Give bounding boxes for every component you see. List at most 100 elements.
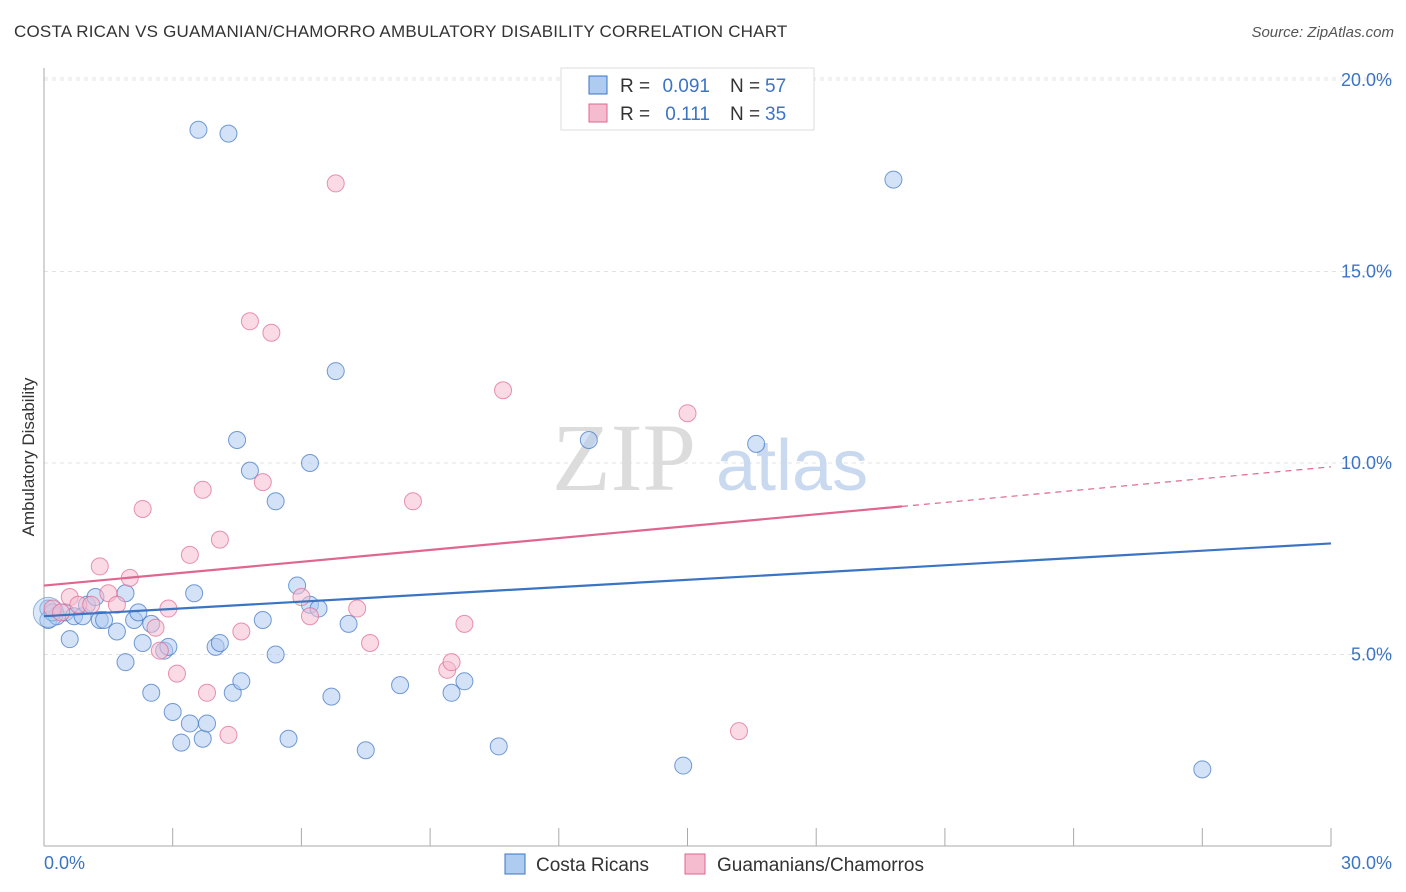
costa-ricans-point-17 bbox=[142, 683, 161, 702]
legend-r-label-pink: R = bbox=[620, 104, 650, 125]
costa-ricans-point-12 bbox=[116, 653, 135, 672]
guamanians-point-13 bbox=[167, 664, 186, 683]
y-tick-label-10: 10.0% bbox=[1341, 453, 1392, 473]
costa-ricans-point-46 bbox=[391, 676, 410, 695]
costa-ricans-point-25 bbox=[193, 729, 212, 748]
guamanians-trend-line bbox=[43, 505, 903, 587]
costa-ricans-trend-line bbox=[43, 542, 1332, 618]
costa-ricans-point-54 bbox=[1193, 760, 1212, 779]
costa-ricans-point-4 bbox=[60, 630, 79, 649]
costa-ricans-point-33 bbox=[240, 461, 259, 480]
guamanians-point-27 bbox=[361, 634, 380, 653]
costa-ricans-point-28 bbox=[210, 634, 229, 653]
costa-ricans-point-35 bbox=[266, 645, 285, 664]
guamanians-point-20 bbox=[240, 312, 259, 331]
costa-ricans-point-21 bbox=[172, 733, 191, 752]
bottom-legend-swatch-pink bbox=[684, 853, 706, 875]
costa-ricans-point-39 bbox=[300, 454, 319, 472]
legend-n-label-pink: N = bbox=[730, 104, 760, 125]
costa-ricans-point-49 bbox=[489, 737, 508, 756]
costa-ricans-point-22 bbox=[180, 714, 199, 733]
watermark-zip: ZIP bbox=[552, 404, 696, 511]
costa-ricans-point-48 bbox=[455, 672, 474, 691]
costa-ricans-point-20 bbox=[163, 702, 182, 721]
costa-ricans-point-52 bbox=[747, 434, 766, 453]
costa-ricans-point-29 bbox=[219, 124, 238, 143]
costa-ricans-point-10 bbox=[107, 622, 126, 641]
guamanians-point-24 bbox=[300, 607, 319, 626]
costa-ricans-point-51 bbox=[674, 756, 693, 775]
guamanians-point-11 bbox=[150, 641, 169, 660]
guamanians-point-33 bbox=[678, 404, 697, 423]
guamanians-point-21 bbox=[253, 473, 272, 492]
series-guamanians-points bbox=[43, 174, 748, 744]
y-tick-label-15: 15.0% bbox=[1341, 262, 1392, 282]
x-tick-label-min: 0.0% bbox=[44, 853, 85, 873]
guamanians-point-32 bbox=[494, 381, 513, 400]
costa-ricans-point-43 bbox=[326, 362, 345, 381]
x-tick-label-max: 30.0% bbox=[1341, 853, 1392, 873]
trend-lines bbox=[43, 466, 1332, 618]
guamanians-point-31 bbox=[455, 614, 474, 633]
bottom-legend-label-blue: Costa Ricans bbox=[536, 855, 649, 876]
guamanians-point-16 bbox=[198, 683, 217, 702]
x-axis-ticks bbox=[43, 828, 1332, 846]
guamanians-point-9 bbox=[133, 499, 152, 518]
costa-ricans-point-24 bbox=[189, 120, 208, 139]
legend-r-value-pink: 0.111 bbox=[665, 104, 710, 125]
guamanians-point-4 bbox=[82, 595, 101, 614]
costa-ricans-point-45 bbox=[356, 741, 375, 760]
guamanians-point-25 bbox=[326, 174, 345, 193]
guamanians-point-1 bbox=[52, 603, 71, 622]
guamanians-point-22 bbox=[262, 323, 281, 342]
gridlines bbox=[44, 77, 1392, 655]
guamanians-point-18 bbox=[219, 725, 238, 744]
guamanians-point-10 bbox=[146, 618, 165, 637]
stats-legend: R = 0.091 N = 57 R = 0.111 N = 35 bbox=[560, 67, 815, 131]
guamanians-point-34 bbox=[729, 722, 748, 741]
y-tick-labels: 5.0% 10.0% 15.0% 20.0% bbox=[1341, 70, 1392, 665]
costa-ricans-point-50 bbox=[579, 431, 598, 450]
legend-swatch-pink bbox=[588, 103, 608, 123]
costa-ricans-point-15 bbox=[133, 634, 152, 653]
costa-ricans-point-37 bbox=[279, 729, 298, 748]
watermark: ZIP atlas bbox=[552, 404, 868, 511]
guamanians-trend-line-extension bbox=[901, 466, 1332, 508]
bottom-legend-label-pink: Guamanians/Chamorros bbox=[717, 855, 924, 876]
legend-n-value-blue: 57 bbox=[765, 76, 786, 97]
costa-ricans-point-47 bbox=[442, 683, 461, 702]
source-label: Source: ZipAtlas.com bbox=[1251, 24, 1394, 41]
y-tick-label-20: 20.0% bbox=[1341, 70, 1392, 90]
costa-ricans-point-34 bbox=[253, 611, 272, 630]
guamanians-point-14 bbox=[180, 545, 199, 564]
guamanians-point-15 bbox=[193, 480, 212, 499]
costa-ricans-point-23 bbox=[185, 584, 204, 603]
y-axis-label: Ambulatory Disability bbox=[19, 377, 38, 536]
costa-ricans-point-42 bbox=[322, 687, 341, 706]
guamanians-point-30 bbox=[442, 653, 461, 672]
chart-title: COSTA RICAN VS GUAMANIAN/CHAMORRO AMBULA… bbox=[14, 22, 788, 41]
guamanians-point-7 bbox=[107, 595, 126, 614]
legend-r-value-blue: 0.091 bbox=[662, 76, 710, 97]
costa-ricans-point-32 bbox=[232, 672, 251, 691]
watermark-atlas: atlas bbox=[716, 426, 868, 506]
costa-ricans-point-53 bbox=[884, 170, 903, 189]
costa-ricans-point-9 bbox=[95, 611, 114, 630]
bottom-legend-swatch-blue bbox=[504, 853, 526, 875]
series-legend: Costa Ricans Guamanians/Chamorros bbox=[504, 853, 924, 876]
guamanians-point-5 bbox=[90, 557, 109, 576]
guamanians-point-28 bbox=[403, 492, 422, 511]
guamanians-point-17 bbox=[210, 530, 229, 549]
legend-swatch-blue bbox=[588, 75, 608, 95]
costa-ricans-point-26 bbox=[198, 714, 217, 733]
costa-ricans-point-44 bbox=[339, 614, 358, 633]
costa-ricans-point-31 bbox=[228, 431, 247, 450]
y-tick-label-5: 5.0% bbox=[1351, 645, 1392, 665]
legend-r-label-blue: R = bbox=[620, 76, 650, 97]
legend-n-value-pink: 35 bbox=[765, 104, 786, 125]
costa-ricans-point-36 bbox=[266, 492, 285, 511]
guamanians-point-19 bbox=[232, 622, 251, 641]
legend-n-label-blue: N = bbox=[730, 76, 760, 97]
guamanians-point-26 bbox=[348, 599, 367, 618]
